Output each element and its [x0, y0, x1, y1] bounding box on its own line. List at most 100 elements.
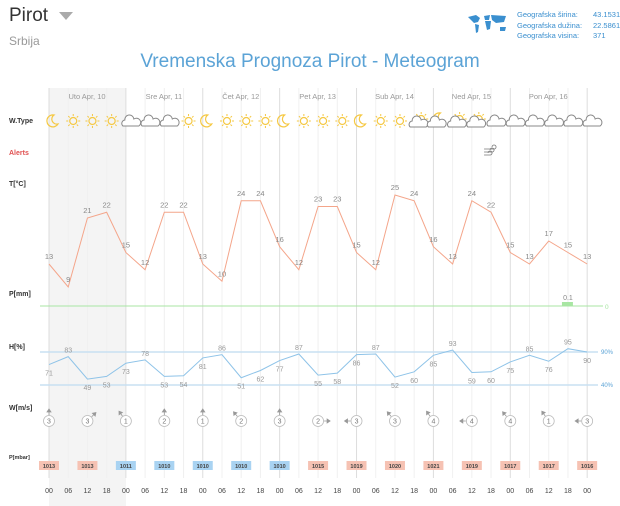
moon-icon: [200, 114, 214, 128]
sun-ray: [67, 124, 71, 127]
temperature-label: 25: [391, 183, 399, 192]
cloud-shape: [486, 114, 507, 127]
cloud-shape: [505, 114, 526, 127]
wind-circle: [312, 415, 324, 427]
wind-arrow-icon: [91, 412, 97, 418]
wind-indicator: 2: [312, 415, 331, 427]
temperature-label: 17: [545, 229, 553, 238]
hour-label: 00: [430, 488, 438, 495]
sun-ray: [482, 113, 485, 116]
sun-shape: [69, 116, 78, 126]
temperature-label: 13: [199, 252, 207, 261]
temperature-label: 15: [352, 241, 360, 250]
sun-ray: [326, 124, 329, 127]
temperature-label: 10: [218, 269, 226, 278]
temperature-label: 13: [583, 252, 591, 261]
wind-speed: 3: [393, 419, 397, 426]
row-label-alerts: Alerts: [9, 150, 29, 157]
sun-ray: [183, 115, 186, 118]
pressure-box: [308, 461, 329, 470]
sun-ray: [326, 115, 329, 118]
wind-speed: 2: [316, 419, 320, 426]
temperature-label: 24: [237, 189, 245, 198]
day-label: Pet Apr, 13: [299, 92, 336, 101]
row-label-hum: H[%]: [9, 344, 25, 351]
hour-label: 18: [410, 488, 418, 495]
pressure-box: [538, 461, 559, 470]
hour-label: 12: [160, 488, 168, 495]
sun-ray: [345, 124, 348, 127]
pressure-box: [269, 461, 290, 470]
pressure-value: 1010: [197, 464, 209, 470]
wind-speed: 3: [47, 419, 51, 426]
sun-ray: [336, 115, 340, 118]
humidity-label: 51: [237, 384, 245, 391]
humidity-label: 55: [314, 381, 322, 388]
sun-ray: [87, 115, 90, 118]
arrow-shape: [276, 408, 283, 415]
humidity-label: 73: [122, 369, 130, 376]
sun-ray: [106, 115, 109, 118]
pressure-box: [192, 461, 213, 470]
pressure-value: 1011: [120, 464, 132, 470]
row-label-wind: W[m/s]: [9, 405, 32, 412]
pressure-value: 1017: [543, 464, 555, 470]
humidity-label: 53: [103, 382, 111, 389]
wind-arrow-icon: [343, 418, 351, 424]
pressure-value: 1016: [581, 464, 593, 470]
arrow-shape: [46, 408, 52, 415]
sun-ray: [95, 124, 98, 127]
hour-label: 06: [141, 488, 149, 495]
wind-circle: [196, 415, 209, 427]
pressure-box: [231, 461, 252, 470]
hour-label: 12: [468, 488, 476, 495]
wind-stroke: [484, 150, 493, 156]
moon-icon: [353, 114, 367, 128]
precip-label: 0.1: [563, 295, 573, 302]
sun-ray: [230, 124, 233, 127]
longitude-label: Geografska dužina:: [517, 20, 583, 30]
temperature-label: 15: [564, 241, 572, 250]
pressure-box: [154, 461, 175, 470]
city-dropdown-caret-icon[interactable]: [59, 12, 73, 20]
pressure-box: [500, 461, 521, 470]
hour-label: 18: [487, 488, 495, 495]
arrow-shape: [386, 411, 392, 417]
temperature-label: 12: [372, 258, 380, 267]
moon-cloud-icon: [426, 112, 447, 128]
day-label: Uto Apr, 10: [68, 92, 105, 101]
hour-label: 12: [545, 488, 553, 495]
wind-circle: [389, 415, 401, 427]
sun-icon: [219, 114, 234, 128]
temperature-label: 23: [314, 195, 322, 204]
world-map-icon: [468, 15, 506, 33]
sun-icon: [296, 114, 311, 128]
wind-arrow-icon: [386, 411, 392, 417]
hour-label: 00: [122, 488, 130, 495]
sun-ray: [221, 124, 224, 127]
moon-shape: [276, 114, 290, 128]
humidity-label: 58: [333, 379, 341, 386]
altitude-label: Geografska visina:: [517, 31, 580, 40]
wind-indicator: 4: [459, 415, 478, 427]
sun-ray: [375, 115, 378, 118]
temperature-label: 12: [295, 258, 303, 267]
wind-arrow-icon: [200, 408, 206, 415]
sun-ray: [106, 124, 109, 127]
humidity-label: 77: [276, 367, 284, 374]
sun-ray: [462, 113, 465, 116]
arrow-shape: [541, 410, 547, 417]
sun-shape: [222, 116, 232, 126]
sun-ray: [221, 115, 224, 118]
pressure-box: [77, 461, 98, 470]
wind-indicator: 1: [118, 410, 132, 427]
precip-zero-label: 0: [605, 304, 609, 311]
wind-circle: [465, 415, 478, 427]
pressure-value: 1013: [43, 464, 55, 470]
altitude-value: 371: [593, 31, 606, 40]
arrow-shape: [118, 410, 124, 417]
sun-ray: [191, 115, 194, 118]
hour-label: 12: [391, 488, 399, 495]
humidity-label: 95: [564, 340, 572, 347]
